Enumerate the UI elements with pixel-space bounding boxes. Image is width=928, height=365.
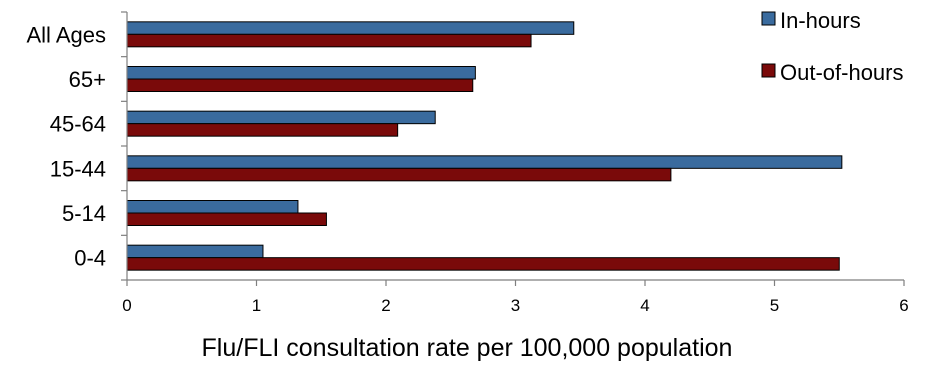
legend-swatch xyxy=(761,11,776,26)
legend-label: Out-of-hours xyxy=(780,60,904,85)
bar-in-hours xyxy=(126,66,476,80)
x-tick-label: 3 xyxy=(511,296,520,315)
category-label: All Ages xyxy=(27,22,107,47)
bar-in-hours xyxy=(126,110,436,125)
y-ticks-group xyxy=(121,11,127,281)
category-label: 65+ xyxy=(69,67,106,92)
category-labels-group: All Ages 65+ 45-64 15-44 5-14 0-4 xyxy=(27,22,107,270)
x-tick-label: 1 xyxy=(252,296,261,315)
bar-out-of-hours xyxy=(126,78,474,92)
bar-out-of-hours xyxy=(126,33,532,48)
x-tick-label: 0 xyxy=(122,296,131,315)
bar-in-hours xyxy=(126,155,843,169)
category-label: 15-44 xyxy=(50,156,106,181)
category-label: 45-64 xyxy=(50,112,106,137)
axes-group xyxy=(126,12,904,281)
bar-in-hours xyxy=(126,21,575,35)
legend: In-hours Out-of-hours xyxy=(761,8,904,85)
bar-out-of-hours xyxy=(126,123,399,137)
x-tick-label: 6 xyxy=(899,296,908,315)
bar-out-of-hours xyxy=(126,257,840,271)
x-ticks-group xyxy=(126,280,905,286)
category-label: 0-4 xyxy=(74,246,106,271)
x-tick-label: 5 xyxy=(770,296,779,315)
bar-out-of-hours xyxy=(126,167,672,182)
legend-swatch xyxy=(761,63,776,78)
x-tick-label: 4 xyxy=(640,296,649,315)
bar-in-hours xyxy=(126,200,299,214)
x-tick-labels-group: 0 1 2 3 4 5 6 xyxy=(122,296,908,315)
bar-out-of-hours xyxy=(126,212,327,226)
bars-group xyxy=(126,21,843,271)
x-tick-label: 2 xyxy=(381,296,390,315)
bar-in-hours xyxy=(126,244,264,259)
legend-label: In-hours xyxy=(780,8,861,33)
category-label: 5-14 xyxy=(62,201,106,226)
x-axis-title: Flu/FLI consultation rate per 100,000 po… xyxy=(202,334,733,362)
